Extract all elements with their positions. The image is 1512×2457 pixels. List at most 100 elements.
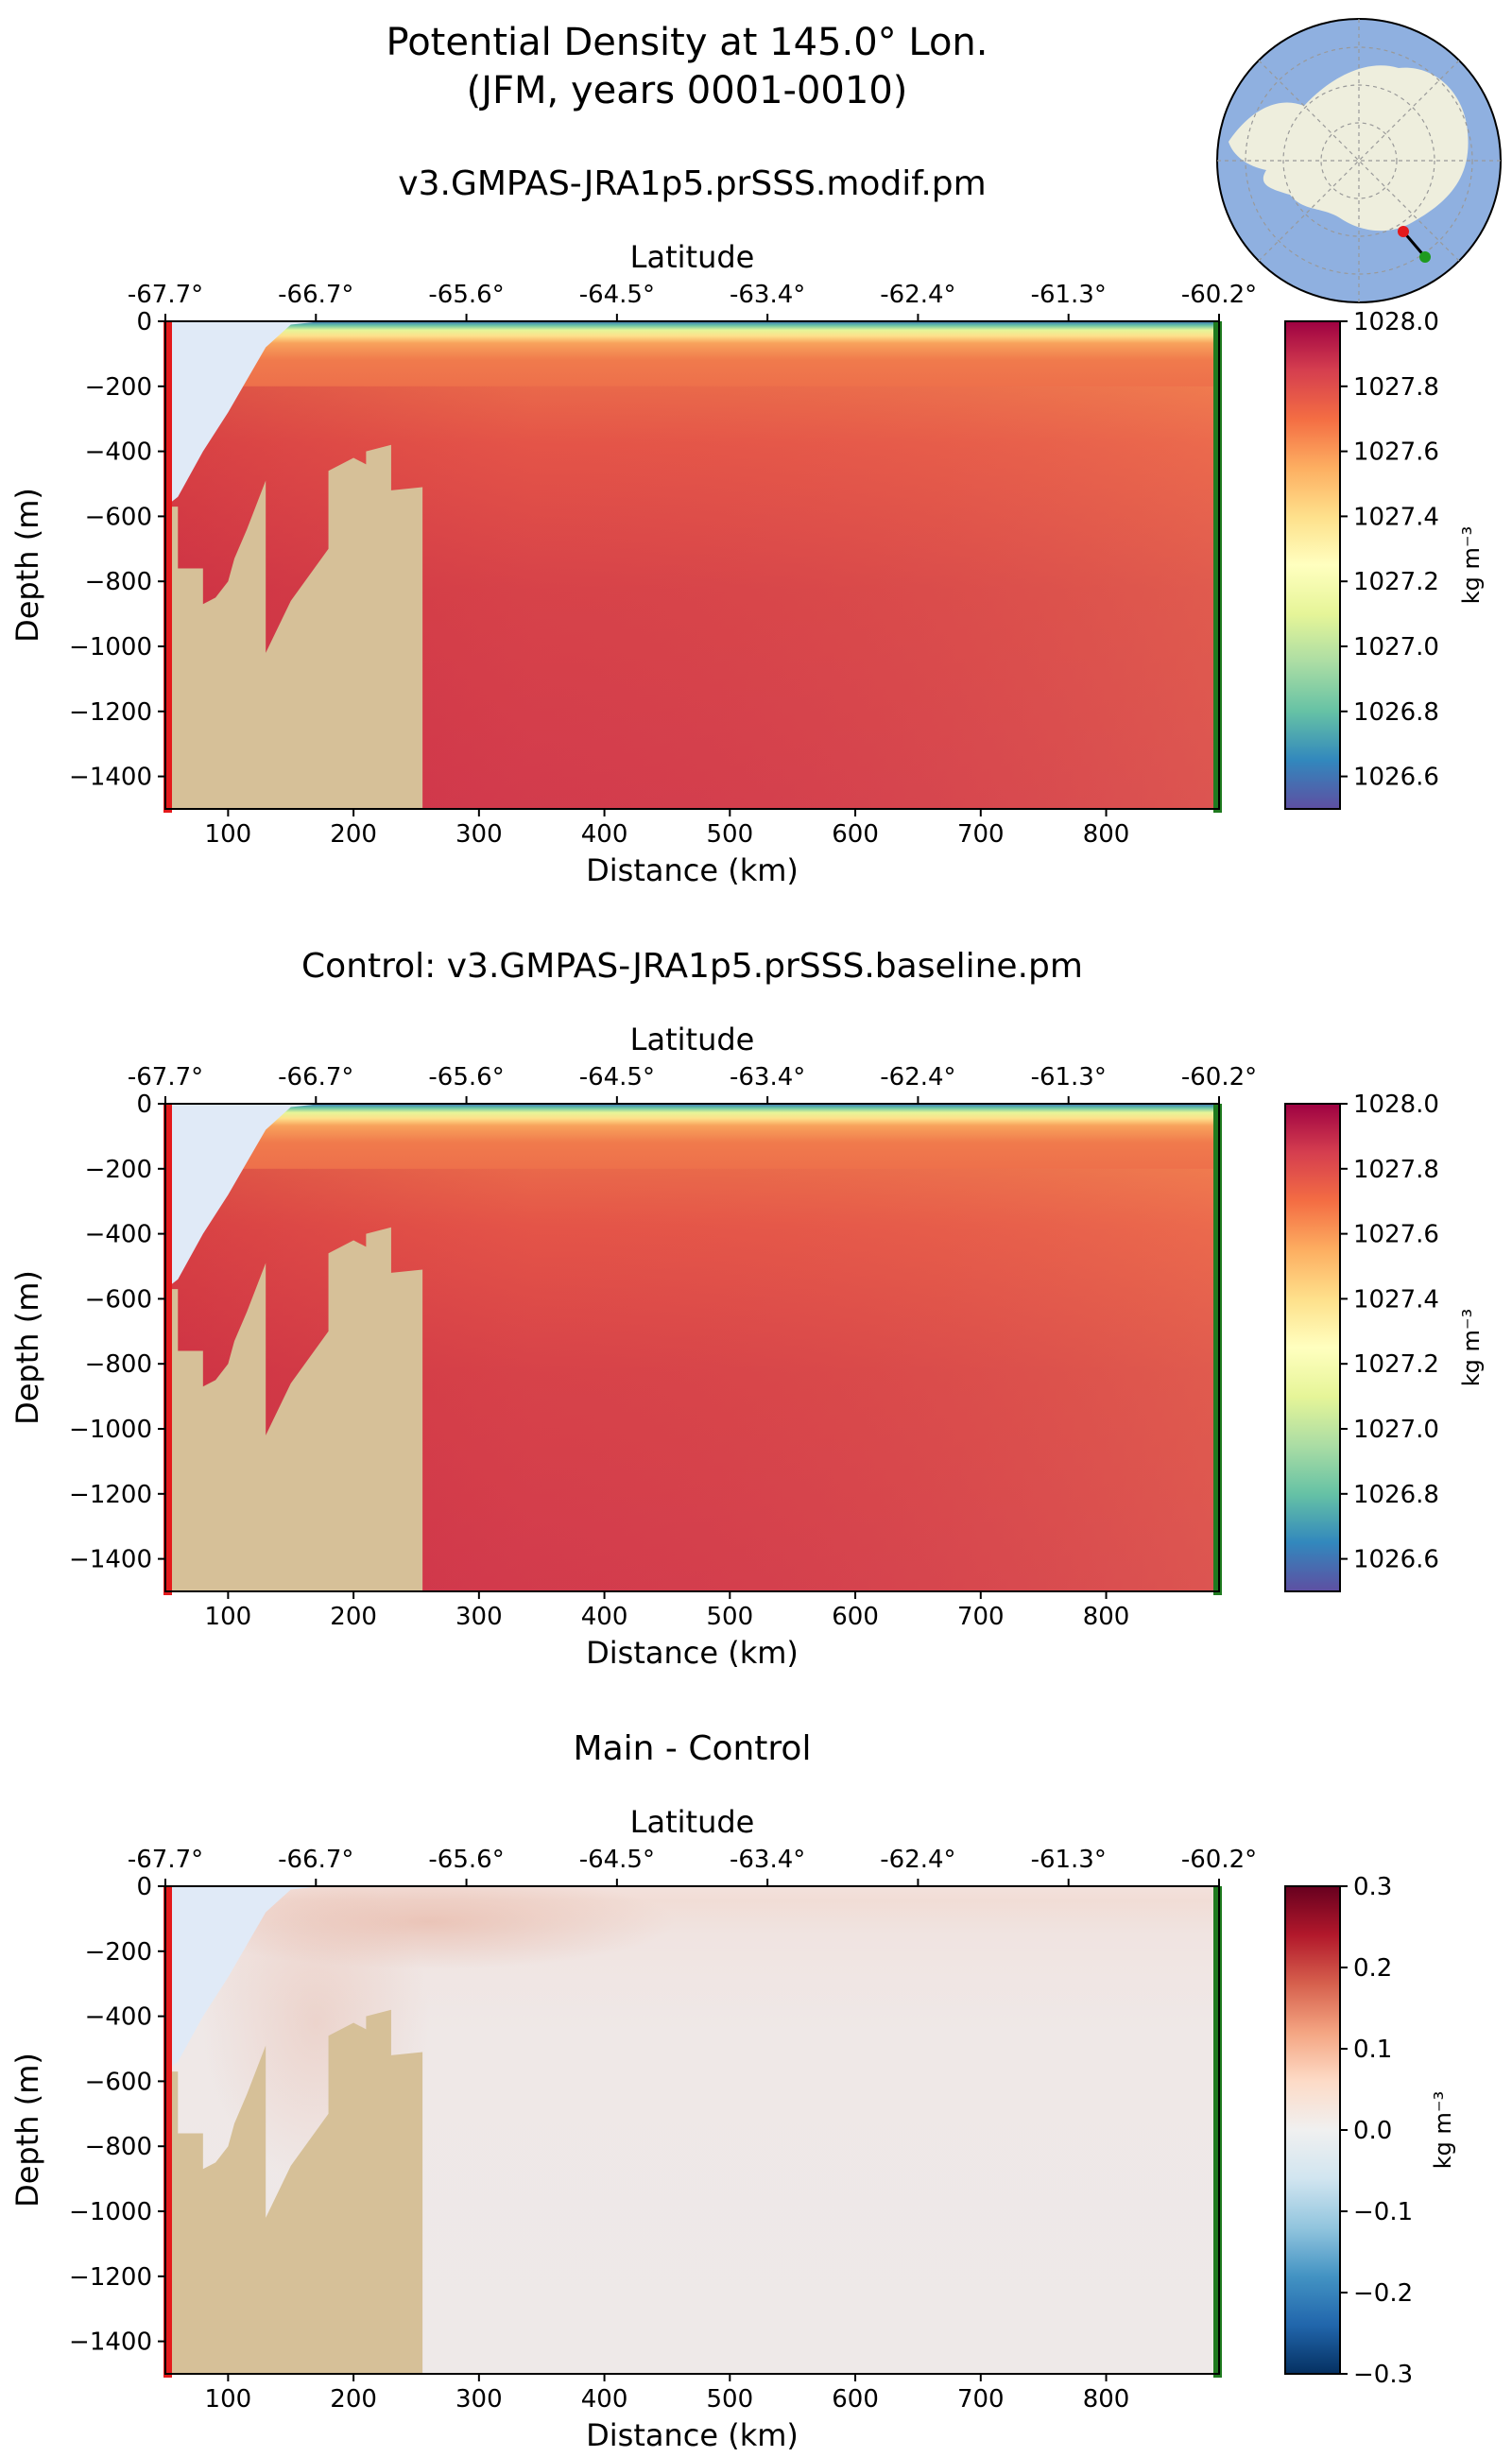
top-axis-label: Latitude bbox=[630, 1022, 755, 1057]
y-tick-label: −1400 bbox=[69, 1546, 152, 1574]
bathymetry bbox=[165, 1227, 423, 1591]
y-tick-label: 0 bbox=[136, 308, 152, 336]
y-tick-label: −400 bbox=[85, 1221, 152, 1249]
x-tick-label: 200 bbox=[330, 820, 377, 849]
colorbar-tick-label: 1027.6 bbox=[1353, 438, 1439, 467]
panel-main: v3.GMPAS-JRA1p5.prSSS.modif.pm 100 200 300 4… bbox=[9, 164, 1485, 888]
colorbar-tick-label: 1026.8 bbox=[1353, 1481, 1439, 1509]
colorbar-tick-label: 1028.0 bbox=[1353, 1091, 1439, 1119]
lat-tick-label: -61.3° bbox=[1031, 1846, 1107, 1874]
figure-title-line1: Potential Density at 145.0° Lon. bbox=[387, 21, 988, 64]
panel-title: Main - Control bbox=[574, 1729, 812, 1768]
lat-tick-label: -65.6° bbox=[428, 1063, 504, 1091]
lat-tick-label: -61.3° bbox=[1031, 281, 1107, 309]
axes-frame bbox=[164, 320, 1220, 810]
y-tick-label: −600 bbox=[85, 2068, 152, 2096]
x-axis-label: Distance (km) bbox=[586, 1635, 799, 1671]
inset-start-point bbox=[1398, 226, 1409, 237]
colorbar-tick-label: 1027.8 bbox=[1353, 373, 1439, 402]
panel-title: v3.GMPAS-JRA1p5.prSSS.modif.pm bbox=[398, 164, 986, 203]
lat-tick-label: -62.4° bbox=[880, 281, 955, 309]
x-tick-label: 200 bbox=[330, 1603, 377, 1631]
y-tick-label: −400 bbox=[85, 2003, 152, 2032]
ice-shelf-cavity bbox=[165, 1886, 322, 2072]
lat-tick-label: -64.5° bbox=[579, 1846, 655, 1874]
y-tick-label: −200 bbox=[85, 373, 152, 402]
colorbar-label: kg m⁻³ bbox=[1458, 1309, 1485, 1386]
inset-graticule bbox=[1217, 19, 1501, 302]
y-tick-label: −200 bbox=[85, 1938, 152, 1967]
inset-end-point bbox=[1419, 251, 1431, 263]
y-tick-label: 0 bbox=[136, 1873, 152, 1901]
y-tick-label: −1000 bbox=[69, 2198, 152, 2226]
lat-tick-label: -67.7° bbox=[128, 1846, 203, 1874]
x-tick-label: 700 bbox=[957, 820, 1005, 849]
y-tick-label: −400 bbox=[85, 438, 152, 467]
x-tick-label: 100 bbox=[205, 1603, 252, 1631]
colorbar-tick-label: 1027.2 bbox=[1353, 568, 1439, 596]
ice-shelf-cavity bbox=[165, 1104, 322, 1290]
x-tick-label: 400 bbox=[581, 820, 628, 849]
colorbar-label: kg m⁻³ bbox=[1458, 526, 1485, 604]
axes-frame bbox=[164, 1885, 1220, 2375]
panel-control: Control: v3.GMPAS-JRA1p5.prSSS.baseline.… bbox=[9, 947, 1485, 1671]
section-end-marker bbox=[1213, 1104, 1222, 1595]
x-tick-label: 500 bbox=[707, 820, 754, 849]
colorbar-tick-label: 1027.2 bbox=[1353, 1350, 1439, 1379]
lat-tick-label: -67.7° bbox=[128, 1063, 203, 1091]
colorbar-tick-label: 0.1 bbox=[1353, 2036, 1392, 2064]
lat-tick-label: -63.4° bbox=[730, 1063, 805, 1091]
y-tick-label: −800 bbox=[85, 568, 152, 596]
panel-title: Control: v3.GMPAS-JRA1p5.prSSS.baseline.… bbox=[301, 947, 1083, 986]
y-tick-label: −800 bbox=[85, 2133, 152, 2161]
lat-tick-label: -66.7° bbox=[278, 281, 353, 309]
colorbar bbox=[1284, 320, 1341, 810]
x-tick-label: 500 bbox=[707, 2385, 754, 2414]
y-tick-label: 0 bbox=[136, 1091, 152, 1119]
lat-tick-label: -62.4° bbox=[880, 1063, 955, 1091]
lat-tick-label: -60.2° bbox=[1181, 281, 1257, 309]
lat-tick-label: -61.3° bbox=[1031, 1063, 1107, 1091]
x-tick-label: 600 bbox=[832, 2385, 879, 2414]
top-axis-label: Latitude bbox=[630, 1804, 755, 1840]
lat-tick-label: -60.2° bbox=[1181, 1063, 1257, 1091]
colorbar-tick-label: 1027.8 bbox=[1353, 1156, 1439, 1184]
lat-tick-label: -66.7° bbox=[278, 1846, 353, 1874]
x-axis-label: Distance (km) bbox=[586, 852, 799, 888]
axes-frame bbox=[164, 1103, 1220, 1592]
bathymetry bbox=[165, 444, 423, 809]
x-tick-label: 400 bbox=[581, 2385, 628, 2414]
location-map-inset bbox=[1216, 18, 1502, 303]
colorbar-tick-label: −0.1 bbox=[1353, 2198, 1413, 2226]
lat-tick-label: -63.4° bbox=[730, 281, 805, 309]
ice-shelf-cavity bbox=[165, 321, 322, 507]
field-control bbox=[165, 1104, 1219, 1591]
y-tick-label: −1200 bbox=[69, 698, 152, 727]
x-tick-label: 800 bbox=[1083, 2385, 1130, 2414]
x-tick-label: 300 bbox=[455, 820, 503, 849]
section-start-marker bbox=[163, 1886, 172, 2378]
y-tick-label: −1000 bbox=[69, 1416, 152, 1444]
lat-tick-label: -67.7° bbox=[128, 281, 203, 309]
colorbar-label: kg m⁻³ bbox=[1430, 2091, 1456, 2169]
lat-tick-label: -62.4° bbox=[880, 1846, 955, 1874]
x-tick-label: 700 bbox=[957, 1603, 1005, 1631]
section-start-marker bbox=[163, 1104, 172, 1595]
y-tick-label: −600 bbox=[85, 1285, 152, 1314]
x-tick-label: 600 bbox=[832, 820, 879, 849]
figure-title-line2: (JFM, years 0001-0010) bbox=[467, 69, 908, 112]
y-axis-label: Depth (m) bbox=[9, 1270, 45, 1425]
y-axis-label: Depth (m) bbox=[9, 488, 45, 643]
colorbar-tick-label: −0.2 bbox=[1353, 2279, 1413, 2308]
colorbar bbox=[1284, 1885, 1341, 2375]
x-tick-label: 600 bbox=[832, 1603, 879, 1631]
y-tick-label: −600 bbox=[85, 503, 152, 531]
field-diff bbox=[165, 1886, 1219, 2374]
lat-tick-label: -64.5° bbox=[579, 281, 655, 309]
colorbar-tick-label: 1027.6 bbox=[1353, 1221, 1439, 1249]
colorbar-tick-label: 1028.0 bbox=[1353, 308, 1439, 336]
colorbar-tick-label: 1026.8 bbox=[1353, 698, 1439, 727]
y-tick-label: −1200 bbox=[69, 1481, 152, 1509]
y-tick-label: −1400 bbox=[69, 2328, 152, 2357]
lat-tick-label: -64.5° bbox=[579, 1063, 655, 1091]
